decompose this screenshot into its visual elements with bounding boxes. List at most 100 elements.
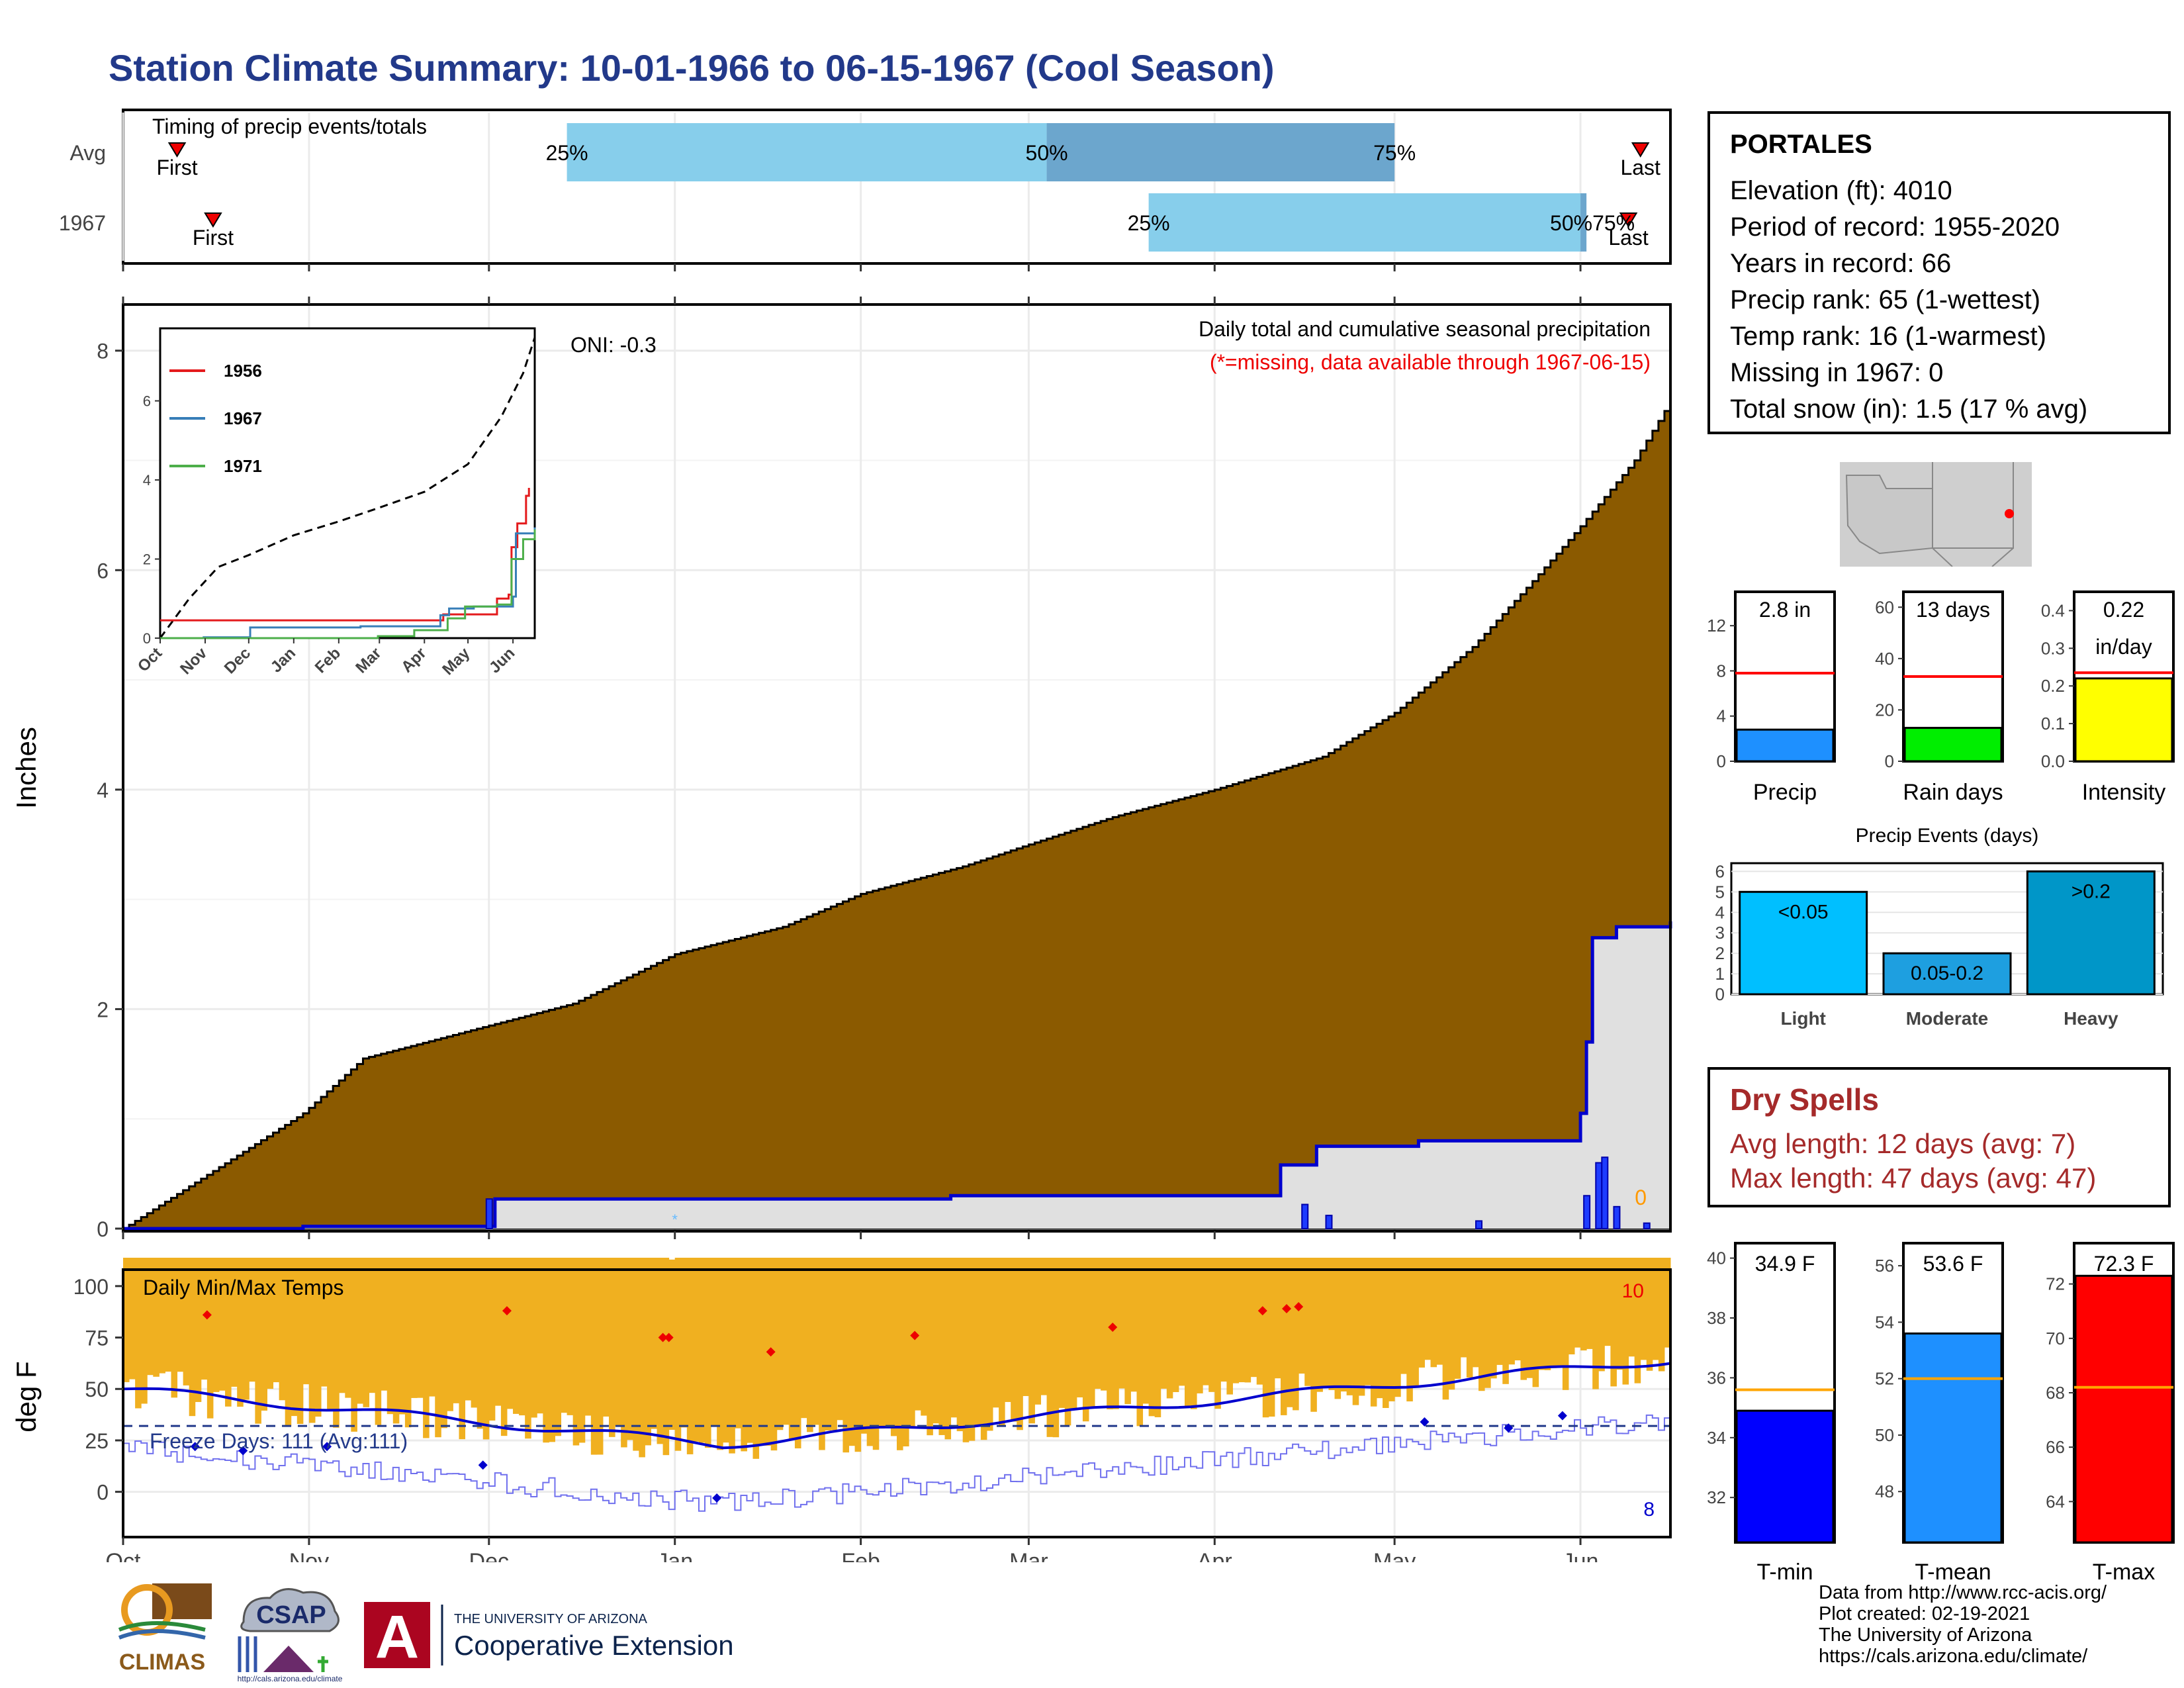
page-title: Station Climate Summary: 10-01-1966 to 0…	[109, 47, 1275, 89]
daily-temp-bar	[968, 1258, 976, 1441]
daily-temp-bar	[729, 1258, 735, 1454]
daily-temp-bar	[1244, 1258, 1251, 1383]
station-temp-rank: Temp rank: 16 (1-warmest)	[1730, 322, 2046, 351]
record-high-marker	[910, 1331, 920, 1340]
p25-label: 25%	[1128, 211, 1170, 235]
season-cumulative-line	[123, 921, 1672, 1231]
mini-bar-tick-label: 12	[1707, 616, 1726, 635]
events-category-label: Heavy	[2064, 1008, 2118, 1029]
daily-temp-bar	[705, 1258, 711, 1448]
daily-temp-bar	[218, 1258, 226, 1391]
events-tick-label: 0	[1715, 984, 1725, 1004]
station-snow: Total snow (in): 1.5 (17 % avg)	[1730, 395, 2088, 424]
events-tick-label: 3	[1715, 923, 1725, 943]
mini-bar-intensity	[2074, 677, 2173, 763]
daily-temp-bar	[1562, 1258, 1569, 1390]
inset-legend-label: 1967	[224, 408, 262, 428]
daily-temp-bar	[938, 1258, 945, 1435]
daily-temp-bar	[1148, 1258, 1156, 1417]
daily-temp-bar	[345, 1258, 351, 1398]
daily-temp-bar	[500, 1258, 508, 1436]
daily-temp-bar	[1364, 1258, 1371, 1385]
daily-temp-bar	[255, 1258, 261, 1424]
station-name: PORTALES	[1730, 130, 1872, 159]
daily-temp-bar	[471, 1258, 478, 1408]
daily-temp-bar	[285, 1258, 292, 1427]
temp-bar-tick-label: 50	[1875, 1425, 1894, 1445]
daily-temp-bar	[1184, 1258, 1191, 1407]
record-low-marker	[190, 1442, 200, 1452]
daily-temp-bar	[417, 1258, 424, 1398]
daily-temp-bar	[974, 1258, 981, 1425]
daily-precip-bar	[1301, 1203, 1309, 1229]
credit-source: Data from http://www.rcc-acis.org/	[1819, 1582, 2107, 1603]
events-bar-label: >0.2	[2071, 880, 2111, 902]
ua-extension-logo: A THE UNIVERSITY OF ARIZONA Cooperative …	[364, 1602, 734, 1671]
daily-temp-bar	[1034, 1258, 1041, 1405]
daily-temp-bar	[537, 1258, 543, 1414]
events-bar-label: <0.05	[1778, 901, 1829, 923]
daily-temp-bar	[801, 1258, 807, 1419]
daily-temp-bar	[123, 1258, 130, 1382]
daily-temp-bar	[1088, 1258, 1095, 1407]
inset-series-1971	[160, 529, 536, 639]
daily-temp-bar	[615, 1258, 621, 1427]
month-label: Mar	[1009, 1549, 1048, 1562]
daily-temp-bar	[1346, 1258, 1353, 1395]
daily-temp-bar	[1598, 1258, 1605, 1372]
daily-temp-bar	[375, 1258, 382, 1425]
events-bar-label: 0.05-0.2	[1911, 962, 1983, 984]
daily-temp-bar	[1532, 1258, 1539, 1387]
inset-legend-label: 1956	[224, 361, 262, 381]
mini-bar-label: Intensity	[2082, 780, 2166, 805]
daily-temp-bar	[141, 1258, 148, 1404]
temp-bar-tick-label: 54	[1875, 1312, 1894, 1332]
mini-bar-tick-label: 0.1	[2041, 714, 2065, 733]
daily-temp-bar	[1610, 1258, 1617, 1387]
daily-temp-bar	[674, 1258, 682, 1451]
daily-temp-bar	[1514, 1258, 1521, 1361]
daily-temp-bar	[1436, 1258, 1443, 1365]
daily-temp-bar	[848, 1258, 856, 1446]
precip-caption: Daily total and cumulative seasonal prec…	[1199, 317, 1651, 341]
ua-extension: Cooperative Extension	[454, 1630, 734, 1661]
temp-bar-tick-label: 52	[1875, 1369, 1894, 1389]
daily-temp-bar	[1322, 1258, 1329, 1387]
daily-temp-bar	[398, 1258, 406, 1415]
month-label: May	[1373, 1549, 1416, 1562]
daily-temp-bar	[267, 1258, 274, 1389]
precip-ylabel: Inches	[11, 727, 42, 809]
p50-label: 50%	[1026, 141, 1068, 165]
daily-temp-bar	[296, 1258, 304, 1425]
daily-temp-bar	[837, 1258, 843, 1421]
ua-block-a: A	[375, 1603, 419, 1671]
mini-bar-rain-days	[1903, 727, 2003, 763]
precip-y-tick-label: 4	[97, 778, 109, 802]
precip-y-tick-label: 8	[97, 340, 109, 363]
daily-temp-bar	[195, 1258, 202, 1402]
csap-logo: CSAP http://cals.arizona.edu/climate	[238, 1588, 343, 1683]
events-tick-label: 5	[1715, 882, 1725, 902]
temp-bar-tick-label: 70	[2046, 1329, 2065, 1348]
first-event-marker	[167, 142, 187, 158]
daily-temp-bar	[1304, 1258, 1311, 1386]
locator-map	[1840, 462, 2032, 567]
daily-temp-bar	[273, 1258, 280, 1383]
daily-temp-bar	[1574, 1258, 1581, 1348]
daily-temp-bar	[1040, 1258, 1048, 1395]
temp-panel: deg F 0 25 50 75 100 Oct Nov Dec Jan Feb Mar Apr May…	[11, 1258, 1672, 1562]
events-tick-label: 4	[1715, 902, 1725, 922]
daily-temp-bar	[1058, 1258, 1066, 1408]
record-high-marker	[1282, 1304, 1292, 1314]
temp-bar-label: T-min	[1757, 1560, 1813, 1585]
record-low-marker	[1420, 1417, 1430, 1427]
events-bar-moderate	[1882, 952, 2012, 996]
mini-bar-label: Precip	[1753, 780, 1817, 805]
ua-name: THE UNIVERSITY OF ARIZONA	[454, 1612, 648, 1626]
daily-temp-bar	[657, 1258, 664, 1444]
daily-temp-bar	[680, 1258, 688, 1428]
events-tick-label: 1	[1715, 964, 1725, 984]
daily-temp-bar	[1472, 1258, 1479, 1368]
events-tick-label: 6	[1715, 861, 1725, 881]
record-high-marker	[202, 1310, 212, 1320]
